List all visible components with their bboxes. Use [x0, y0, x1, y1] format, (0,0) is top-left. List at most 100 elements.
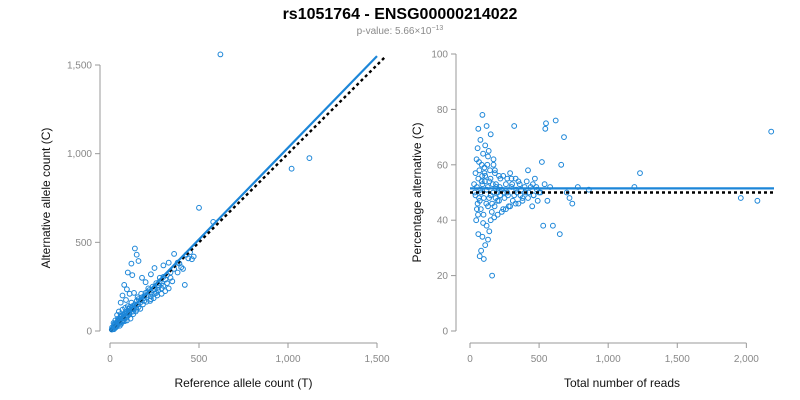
allele-count-panel: 0 500 1,000 1,500 0 500 1,000 1,500 Reference al…: [39, 51, 390, 390]
counts-y-tick-label: 0: [86, 327, 92, 338]
percentage-data-point: [487, 131, 494, 138]
percentage-data-point: [475, 125, 482, 132]
percentage-y-tick-label: 0: [442, 327, 448, 338]
percentage-data-point: [737, 195, 744, 201]
percentage-data-point: [525, 167, 531, 174]
percentage-data-point: [483, 123, 490, 129]
percentage-data-point: [558, 161, 565, 168]
percentage-data-point: [479, 233, 486, 240]
percentage-data-point: [476, 167, 483, 174]
percentage-data-point: [488, 209, 495, 215]
percentage-data-point: [490, 156, 497, 163]
p-value-exponent: −13: [431, 25, 443, 32]
counts-data-point: [124, 286, 130, 293]
percentage-data-point: [474, 145, 481, 152]
percentage-data-point: [540, 222, 547, 229]
percentage-data-point: [507, 170, 514, 177]
counts-x-tick-label: 0: [107, 354, 113, 365]
percentage-data-point: [483, 222, 490, 229]
counts-data-point: [189, 256, 195, 263]
percentage-data-point: [480, 220, 487, 226]
counts-data-point: [141, 292, 148, 299]
percentage-data-point: [511, 123, 518, 129]
percentage-data-point: [483, 200, 490, 207]
percentage-data-point: [485, 153, 491, 160]
percentage-data-point: [509, 197, 516, 204]
counts-data-point: [149, 283, 156, 290]
percentage-data-point: [501, 195, 508, 201]
percentage-data-point: [569, 200, 576, 207]
counts-y-tick-label: 1,500: [67, 61, 92, 72]
percentage-data-point: [482, 178, 488, 185]
percentage-data-point: [474, 206, 480, 213]
percentage-data-point: [480, 150, 487, 157]
counts-data-point: [128, 260, 135, 267]
percentage-data-point: [541, 181, 548, 188]
percentage-data-point: [489, 272, 496, 279]
percentage-data-point: [471, 181, 478, 188]
counts-data-point: [139, 274, 145, 281]
percentage-data-point: [519, 197, 526, 204]
counts-data-point: [158, 290, 165, 297]
percentage-data-point: [489, 181, 496, 188]
percentage-data-point: [491, 203, 498, 210]
percentage-data-point: [515, 200, 522, 207]
counts-data-point: [129, 272, 136, 279]
percentage-y-axis-title: Percentage alternative (C): [410, 122, 424, 262]
percentage-data-point: [482, 142, 489, 149]
percentage-data-point: [472, 192, 479, 199]
percentage-data-point: [503, 206, 509, 213]
percentage-data-point: [504, 189, 511, 196]
counts-x-tick-label: 1,000: [275, 354, 300, 365]
percentage-data-point: [534, 197, 541, 204]
percentage-data-point: [550, 222, 556, 229]
percentage-data-point: [475, 231, 482, 238]
percentage-data-point: [480, 256, 487, 262]
percentage-data-point: [478, 247, 485, 254]
percentage-data-point: [493, 181, 499, 188]
p-value-label: p-value: 5.66×10−13: [357, 25, 444, 37]
percentage-x-tick-label: 2,000: [734, 354, 759, 365]
counts-reference-line: [109, 55, 387, 332]
counts-x-tick-label: 1,500: [364, 354, 389, 365]
counts-data-point: [142, 279, 149, 286]
percentage-data-point: [563, 189, 570, 196]
percentage-data-point: [481, 164, 488, 171]
counts-data-point: [135, 258, 142, 264]
counts-data-point: [171, 251, 178, 257]
p-value-text: p-value: 5.66×10: [357, 26, 432, 37]
counts-y-tick-label: 500: [75, 238, 92, 249]
counts-data-point: [217, 51, 224, 58]
counts-data-point: [133, 251, 140, 258]
counts-data-point: [119, 292, 126, 299]
counts-data-point: [117, 299, 124, 306]
percentage-data-point: [480, 211, 487, 218]
percentage-data-point: [525, 195, 531, 201]
percentage-data-point: [487, 167, 493, 174]
percentage-data-point: [530, 192, 537, 199]
percentage-data-point: [496, 173, 502, 179]
counts-data-point: [174, 269, 181, 276]
percentage-data-point: [544, 197, 551, 204]
counts-data-point: [131, 290, 137, 296]
counts-data-point: [306, 155, 313, 162]
percentage-y-tick-label: 20: [437, 271, 449, 282]
percentage-data-point: [492, 170, 498, 177]
percentage-data-point: [515, 178, 522, 185]
percentage-data-point: [532, 175, 538, 182]
counts-x-tick-label: 500: [191, 354, 208, 365]
percentage-data-point: [637, 170, 643, 177]
percentage-y-tick-label: 60: [437, 160, 449, 171]
percentage-data-point: [509, 181, 515, 188]
percentage-x-tick-label: 1,000: [596, 354, 621, 365]
percentage-data-point: [482, 242, 489, 249]
counts-data-point: [121, 282, 128, 288]
percentage-data-point: [475, 211, 481, 218]
percentage-data-point: [530, 181, 536, 188]
percentage-data-point: [477, 206, 484, 213]
chart-title: rs1051764 - ENSG00000214022: [283, 6, 518, 23]
percentage-x-tick-label: 1,500: [665, 354, 690, 365]
counts-data-point: [158, 285, 165, 292]
percentage-data-point: [754, 197, 761, 204]
